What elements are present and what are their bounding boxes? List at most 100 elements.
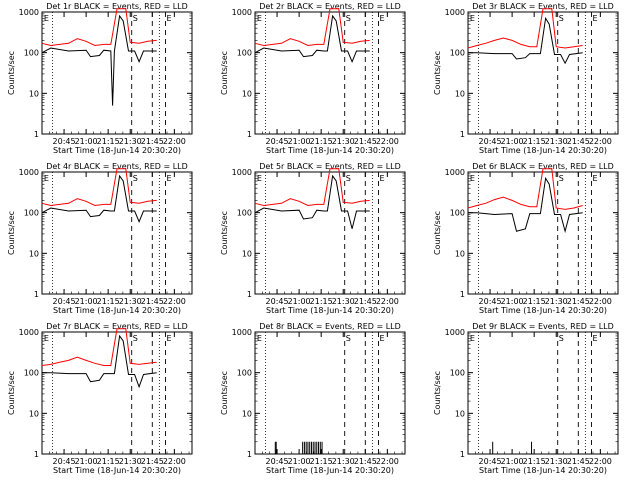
plot-frame [467, 11, 619, 135]
x-tick-label: 22:00 [589, 457, 612, 466]
marker-label: S [133, 174, 138, 183]
series-line-lld [254, 8, 370, 47]
marker-label: E [44, 174, 49, 183]
series-line-events [41, 14, 157, 106]
y-tick-label: 10 [455, 89, 465, 98]
y-axis-label: Counts/sec [433, 371, 442, 415]
x-tick-label: 20:45 [266, 137, 289, 146]
y-tick-label: 100 [450, 369, 465, 378]
y-tick-label: 10 [242, 249, 252, 258]
x-tick-label: 21:45 [141, 137, 164, 146]
series-line-events [254, 174, 370, 229]
marker-label: E [167, 14, 172, 23]
x-tick-label: 21:00 [288, 137, 311, 146]
series-line-lld [254, 168, 370, 207]
y-tick-label: 1000 [232, 168, 252, 177]
x-tick-label: 22:00 [589, 297, 612, 306]
marker-label: E [380, 14, 385, 23]
y-tick-label: 1000 [19, 168, 39, 177]
panel-title: Det 8r BLACK = Events, RED = LLD [259, 322, 401, 331]
marker-label: E [380, 174, 385, 183]
x-tick-label: 21:30 [332, 297, 355, 306]
y-tick-label: 100 [450, 49, 465, 58]
series-line-events [41, 174, 157, 224]
detector-panel-2: Det 2r BLACK = Events, RED = LLD 1 10 100 10… [220, 2, 406, 155]
marker-label: E [167, 334, 172, 343]
plot-frame [41, 11, 193, 135]
x-tick-label: 21:30 [332, 457, 355, 466]
x-tick-label: 22:00 [589, 137, 612, 146]
series-line-lld [41, 328, 157, 366]
x-axis-label: Start Time (18-Jun-14 20:30:20) [479, 466, 607, 475]
plot-frame [254, 331, 406, 455]
x-tick-label: 21:30 [332, 137, 355, 146]
x-tick-label: 21:30 [119, 297, 142, 306]
panel-title: Det 4r BLACK = Events, RED = LLD [46, 162, 188, 171]
y-tick-label: 10 [455, 249, 465, 258]
plot-frame [41, 331, 193, 455]
y-axis-label: Counts/sec [433, 51, 442, 95]
x-tick-label: 21:15 [97, 137, 120, 146]
x-axis-label: Start Time (18-Jun-14 20:30:20) [266, 306, 394, 315]
detector-panel-4: Det 4r BLACK = Events, RED = LLD 1 10 100 10… [7, 162, 193, 315]
x-tick-label: 20:45 [53, 297, 76, 306]
marker-label: E [257, 174, 262, 183]
y-tick-label: 1000 [445, 8, 465, 17]
x-tick-label: 21:30 [545, 457, 568, 466]
detector-panel-5: Det 5r BLACK = Events, RED = LLD 1 10 100 10… [220, 162, 406, 315]
y-tick-label: 1000 [19, 328, 39, 337]
x-tick-label: 21:00 [75, 137, 98, 146]
series-line-events [254, 14, 370, 64]
x-tick-label: 21:15 [310, 297, 333, 306]
y-tick-label: 100 [237, 49, 252, 58]
marker-label: E [593, 174, 598, 183]
x-tick-label: 22:00 [376, 137, 399, 146]
y-tick-label: 1 [247, 130, 252, 139]
marker-label: S [346, 174, 351, 183]
series-line-lld [467, 8, 583, 49]
plot-frame [467, 171, 619, 295]
panel-title: Det 5r BLACK = Events, RED = LLD [259, 162, 401, 171]
y-tick-label: 1000 [445, 168, 465, 177]
x-tick-label: 21:45 [141, 297, 164, 306]
marker-label: S [133, 334, 138, 343]
marker-label: S [559, 334, 564, 343]
y-tick-label: 1000 [232, 8, 252, 17]
detector-panel-6: Det 6r BLACK = Events, RED = LLD 1 10 100 10… [433, 162, 619, 315]
x-axis-label: Start Time (18-Jun-14 20:30:20) [479, 146, 607, 155]
x-tick-label: 20:45 [53, 457, 76, 466]
y-tick-label: 10 [29, 89, 39, 98]
x-tick-label: 20:45 [266, 297, 289, 306]
x-axis-label: Start Time (18-Jun-14 20:30:20) [53, 146, 181, 155]
y-axis-label: Counts/sec [433, 211, 442, 255]
y-tick-label: 10 [29, 249, 39, 258]
y-tick-label: 10 [242, 409, 252, 418]
x-tick-label: 20:45 [479, 297, 502, 306]
x-tick-label: 21:30 [119, 137, 142, 146]
panel-title: Det 9r BLACK = Events, RED = LLD [472, 322, 614, 331]
marker-label: E [470, 14, 475, 23]
x-tick-label: 20:45 [479, 457, 502, 466]
x-tick-label: 21:15 [97, 297, 120, 306]
marker-label: E [257, 14, 262, 23]
x-axis-label: Start Time (18-Jun-14 20:30:20) [53, 306, 181, 315]
y-tick-label: 1000 [445, 328, 465, 337]
y-tick-label: 1 [34, 130, 39, 139]
marker-label: E [44, 334, 49, 343]
panel-title: Det 7r BLACK = Events, RED = LLD [46, 322, 188, 331]
x-tick-label: 21:30 [119, 457, 142, 466]
y-axis-label: Counts/sec [220, 371, 229, 415]
x-tick-label: 22:00 [163, 457, 186, 466]
x-tick-label: 21:15 [310, 457, 333, 466]
x-tick-label: 22:00 [163, 297, 186, 306]
y-tick-label: 1 [460, 450, 465, 459]
marker-label: S [559, 14, 564, 23]
y-tick-label: 10 [242, 89, 252, 98]
x-tick-label: 20:45 [479, 137, 502, 146]
x-axis-label: Start Time (18-Jun-14 20:30:20) [53, 466, 181, 475]
marker-label: E [593, 334, 598, 343]
marker-label: S [133, 14, 138, 23]
series-line-lld [41, 8, 157, 47]
series-line-events [468, 16, 583, 65]
